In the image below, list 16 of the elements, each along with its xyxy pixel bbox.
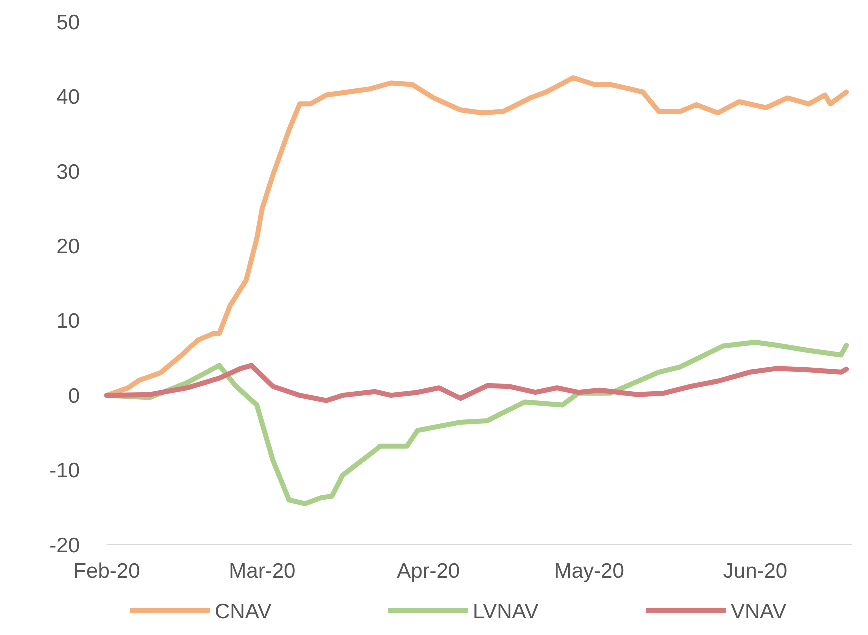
y-tick-label: 10 <box>56 310 80 334</box>
y-tick-label: -20 <box>50 534 80 558</box>
x-tick-label: May-20 <box>554 560 624 583</box>
x-tick-label: Feb-20 <box>74 560 140 583</box>
y-tick-label: -10 <box>50 460 80 483</box>
x-tick-label: Apr-20 <box>397 560 460 583</box>
y-tick-label: 50 <box>56 11 80 34</box>
legend-label: LVNAV <box>473 600 539 624</box>
y-tick-label: 30 <box>56 160 80 184</box>
y-tick-label: 0 <box>68 384 80 408</box>
legend-label: CNAV <box>215 600 272 624</box>
y-tick-label: 40 <box>56 86 80 110</box>
y-tick-label: 20 <box>56 235 80 258</box>
x-tick-label: Jun-20 <box>723 560 788 583</box>
legend-label: VNAV <box>731 600 787 624</box>
x-tick-label: Mar-20 <box>229 560 296 583</box>
